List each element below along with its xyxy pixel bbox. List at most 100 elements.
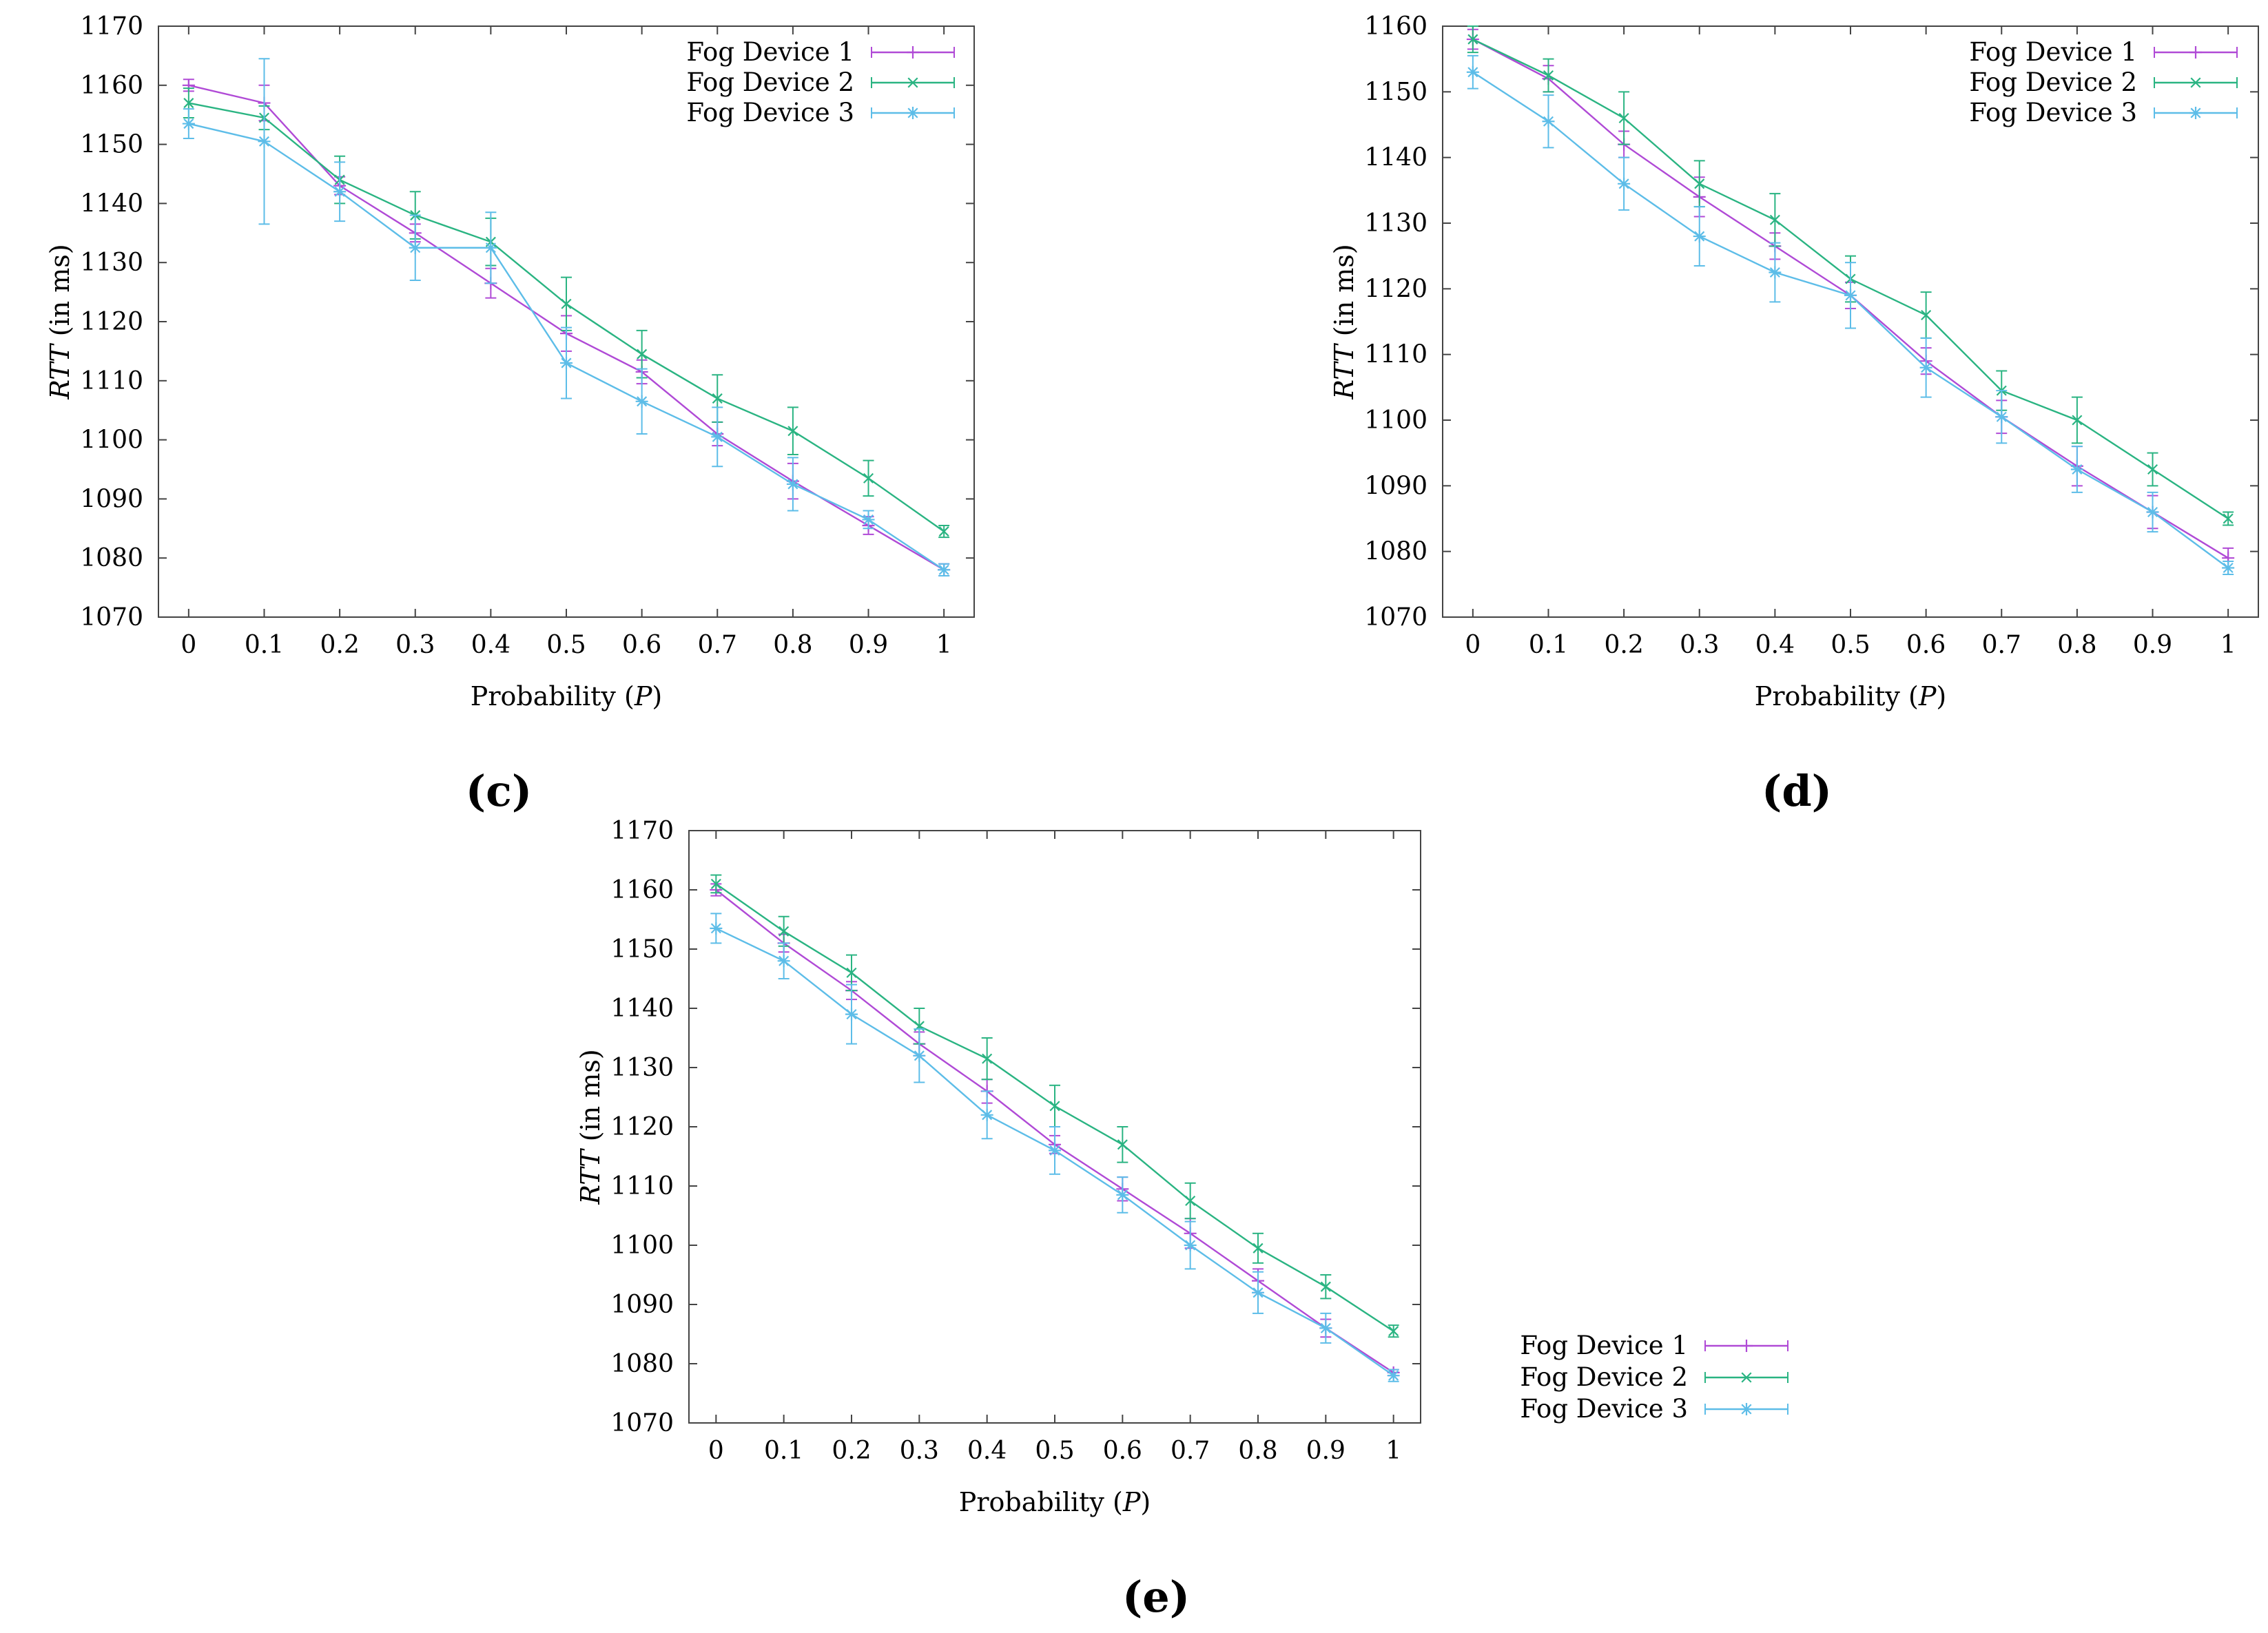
data-point-d2 — [1117, 1189, 1128, 1200]
y-tick-label: 1170 — [80, 12, 143, 41]
data-point-d2 — [1694, 178, 1705, 189]
legend-marker-d2 — [2190, 107, 2201, 118]
x-tick-label: 0.5 — [1831, 631, 1870, 659]
data-point-d2 — [183, 98, 194, 109]
y-tick-label: 1080 — [1364, 538, 1427, 566]
data-point-d2 — [2223, 562, 2234, 574]
series-fog-device-3 — [1466, 54, 2235, 576]
data-point-d2 — [712, 393, 723, 404]
x-tick-label: 0.7 — [1171, 1437, 1210, 1465]
data-point-d2 — [334, 186, 345, 197]
data-point-d2 — [410, 242, 421, 253]
y-tick-label: 1170 — [610, 817, 674, 845]
data-point-d2 — [1543, 70, 1554, 81]
x-tick-label: 0.4 — [967, 1437, 1007, 1465]
x-tick-label: 1 — [2220, 631, 2236, 659]
series-fog-device-3 — [710, 913, 1400, 1382]
x-tick-label: 0.9 — [2133, 631, 2172, 659]
data-point-d2 — [1388, 1370, 1399, 1381]
data-point-d2 — [1320, 1322, 1331, 1333]
x-tick-label: 0.2 — [832, 1437, 871, 1465]
legend-marker-d2 — [907, 107, 918, 118]
y-tick-label: 1090 — [1364, 472, 1427, 500]
y-tick-label: 1130 — [80, 249, 143, 277]
data-point-d2 — [712, 431, 723, 442]
x-tick-label: 0.6 — [622, 631, 661, 659]
data-point-d2 — [2072, 415, 2083, 426]
data-point-d2 — [1467, 67, 1478, 78]
y-tick-label: 1140 — [610, 995, 674, 1023]
x-tick-label: 1 — [1385, 1437, 1401, 1465]
panel-label: (e) — [1122, 1572, 1190, 1622]
x-tick-label: 0 — [1465, 631, 1481, 659]
data-point-d2 — [787, 479, 798, 490]
data-point-d2 — [561, 357, 572, 368]
y-tick-label: 1140 — [80, 189, 143, 218]
data-point-d2 — [1185, 1240, 1196, 1251]
data-point-d2 — [938, 564, 949, 575]
x-tick-label: 1 — [936, 631, 952, 659]
y-tick-label: 1130 — [610, 1054, 674, 1082]
y-tick-label: 1140 — [1364, 144, 1427, 172]
x-tick-label: 0 — [708, 1437, 724, 1465]
y-tick-label: 1150 — [1364, 78, 1427, 106]
x-tick-label: 0.6 — [1906, 631, 1946, 659]
y-tick-label: 1120 — [610, 1113, 674, 1141]
legend-marker-d2 — [1741, 1372, 1752, 1383]
data-point-d2 — [1049, 1101, 1060, 1112]
y-axis-title: RTT (in ms) — [45, 244, 75, 399]
y-tick-label: 1110 — [1364, 341, 1427, 369]
data-point-d2 — [2147, 506, 2158, 517]
y-tick-label: 1070 — [80, 603, 143, 632]
y-tick-label: 1100 — [80, 426, 143, 455]
data-point-d2 — [2072, 464, 2083, 475]
y-tick-label: 1120 — [80, 308, 143, 336]
chart-d: 1070 1080 1090 1100 1110 1120 1130 1140 1150 1160… — [1329, 12, 2259, 816]
legend-marker-d2 — [907, 77, 918, 88]
data-point-d2 — [863, 472, 874, 483]
data-point-d2 — [2147, 464, 2158, 475]
y-tick-label: 1160 — [610, 876, 674, 904]
data-point-d2 — [1117, 1139, 1128, 1150]
y-tick-label: 1080 — [80, 544, 143, 572]
x-tick-label: 0.7 — [1982, 631, 2021, 659]
data-point-d2 — [1769, 214, 1780, 225]
x-tick-label: 0.9 — [1306, 1437, 1346, 1465]
y-tick-label: 1090 — [80, 485, 143, 513]
legend-label-1: Fog Device 1 — [1520, 1331, 1688, 1360]
y-axis-title: RTT (in ms) — [1329, 244, 1359, 399]
data-point-d2 — [637, 349, 648, 360]
data-point-d2 — [914, 1050, 925, 1061]
series-fog-device-2 — [183, 87, 950, 539]
y-tick-label: 1110 — [610, 1172, 674, 1200]
y-tick-label: 1110 — [80, 367, 143, 395]
data-point-d2 — [1694, 231, 1705, 242]
y-tick-label: 1160 — [80, 72, 143, 100]
data-point-d2 — [1769, 267, 1780, 278]
data-point-d2 — [787, 426, 798, 437]
x-tick-label: 0.1 — [764, 1437, 803, 1465]
legend-marker-d2 — [2190, 77, 2201, 88]
data-point-d2 — [258, 136, 270, 147]
y-tick-label: 1070 — [1364, 603, 1427, 632]
data-point-d2 — [1320, 1281, 1331, 1292]
legend-label-2: Fog Device 2 — [1520, 1362, 1688, 1392]
data-point-d2 — [938, 526, 949, 537]
y-axis-title: RTT (in ms) — [575, 1049, 606, 1205]
data-point-d2 — [1252, 1242, 1264, 1254]
x-tick-label: 0.4 — [1755, 631, 1795, 659]
y-tick-label: 1120 — [1364, 275, 1427, 303]
data-point-d2 — [710, 923, 721, 934]
x-tick-label: 0.3 — [900, 1437, 939, 1465]
data-point-d2 — [1388, 1326, 1399, 1337]
data-point-d2 — [779, 926, 790, 937]
x-tick-label: 0.8 — [773, 631, 812, 659]
y-tick-label: 1070 — [610, 1409, 674, 1437]
data-point-d2 — [779, 955, 790, 966]
x-axis-title: Probability (P) — [1755, 681, 1946, 711]
data-point-d2 — [1049, 1145, 1060, 1156]
legend-label-2: Fog Device 2 — [686, 67, 854, 97]
